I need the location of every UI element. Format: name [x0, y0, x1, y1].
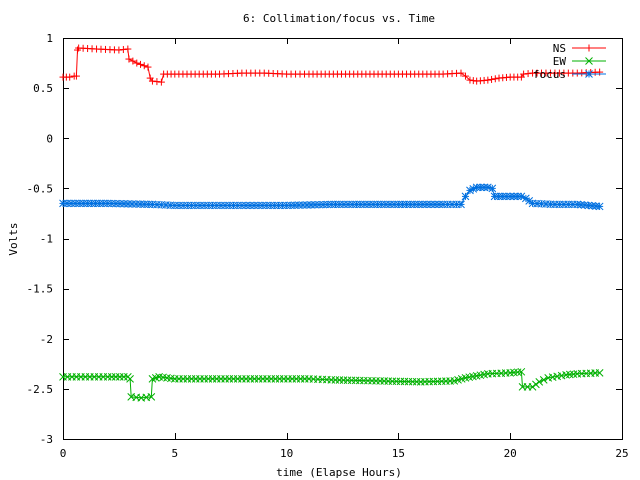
legend-label-ns: NS	[553, 42, 566, 55]
data-point	[488, 75, 496, 83]
data-point	[517, 367, 526, 376]
x-tick-labels: 0 5 10 15 20 25	[60, 447, 629, 460]
series-layer	[59, 44, 604, 402]
series-markers-ns	[59, 44, 604, 86]
y-tick-label: -0.5	[27, 182, 54, 195]
data-point	[539, 375, 548, 384]
data-point	[457, 69, 465, 77]
data-point	[115, 46, 123, 54]
data-point	[125, 55, 133, 63]
data-point	[595, 202, 604, 211]
series-focus	[59, 183, 604, 211]
data-point	[72, 72, 80, 80]
data-point	[532, 380, 540, 389]
chart-title: 6: Collimation/focus vs. Time	[243, 12, 435, 25]
y-tick-label: -3	[40, 433, 53, 446]
data-point	[140, 62, 148, 70]
series-ns	[59, 44, 604, 86]
x-tick-label: 0	[60, 447, 67, 460]
data-point	[133, 59, 141, 67]
data-point	[119, 46, 127, 54]
data-point	[457, 200, 465, 209]
data-point	[595, 368, 604, 377]
x-axis-label: time (Elapse Hours)	[276, 466, 402, 479]
data-point	[488, 184, 497, 193]
data-point	[66, 73, 74, 81]
series-ew	[59, 367, 604, 402]
data-point	[472, 183, 481, 192]
data-point	[461, 192, 470, 201]
y-axis-label: Volts	[7, 222, 20, 255]
data-point	[535, 378, 544, 386]
legend-marker-ew	[585, 57, 593, 65]
x-tick-label: 25	[615, 447, 628, 460]
data-point	[469, 77, 477, 85]
x-tick-label: 15	[392, 447, 405, 460]
y-tick-label: 0.5	[33, 82, 53, 95]
data-point	[491, 75, 499, 83]
data-point	[126, 374, 134, 383]
legend-label-ew: EW	[553, 55, 567, 68]
x-tick-label: 20	[504, 447, 517, 460]
data-point	[461, 72, 469, 80]
x-tick-label: 5	[171, 447, 178, 460]
data-point	[596, 68, 604, 76]
data-point	[157, 78, 165, 86]
data-point	[137, 60, 145, 68]
axis-ticks	[63, 38, 623, 440]
y-tick-labels: 1 0.5 0 -0.5 -1 -1.5 -2 -2.5 -3	[27, 32, 54, 446]
data-point	[483, 183, 492, 192]
data-point	[144, 63, 152, 71]
data-point	[148, 77, 156, 85]
data-point	[528, 383, 537, 391]
y-tick-label: 1	[46, 32, 53, 45]
data-point	[124, 45, 132, 53]
data-point	[480, 183, 488, 192]
data-point	[466, 76, 474, 84]
data-point	[147, 393, 156, 401]
y-tick-label: -2.5	[27, 383, 54, 396]
x-tick-label: 10	[280, 447, 293, 460]
data-point	[524, 70, 532, 78]
data-point	[484, 76, 492, 84]
legend-label-focus: focus	[533, 68, 566, 81]
y-tick-label: 0	[46, 132, 53, 145]
series-markers-focus	[59, 183, 604, 211]
legend-marker-ns	[585, 44, 593, 52]
y-tick-label: -1.5	[27, 283, 54, 296]
series-markers-ew	[59, 367, 604, 402]
y-tick-label: -1	[40, 233, 53, 246]
data-point	[520, 70, 528, 78]
data-point	[129, 57, 137, 65]
y-tick-label: -2	[40, 333, 53, 346]
legend-marker-focus	[585, 70, 593, 78]
data-point	[153, 78, 161, 86]
